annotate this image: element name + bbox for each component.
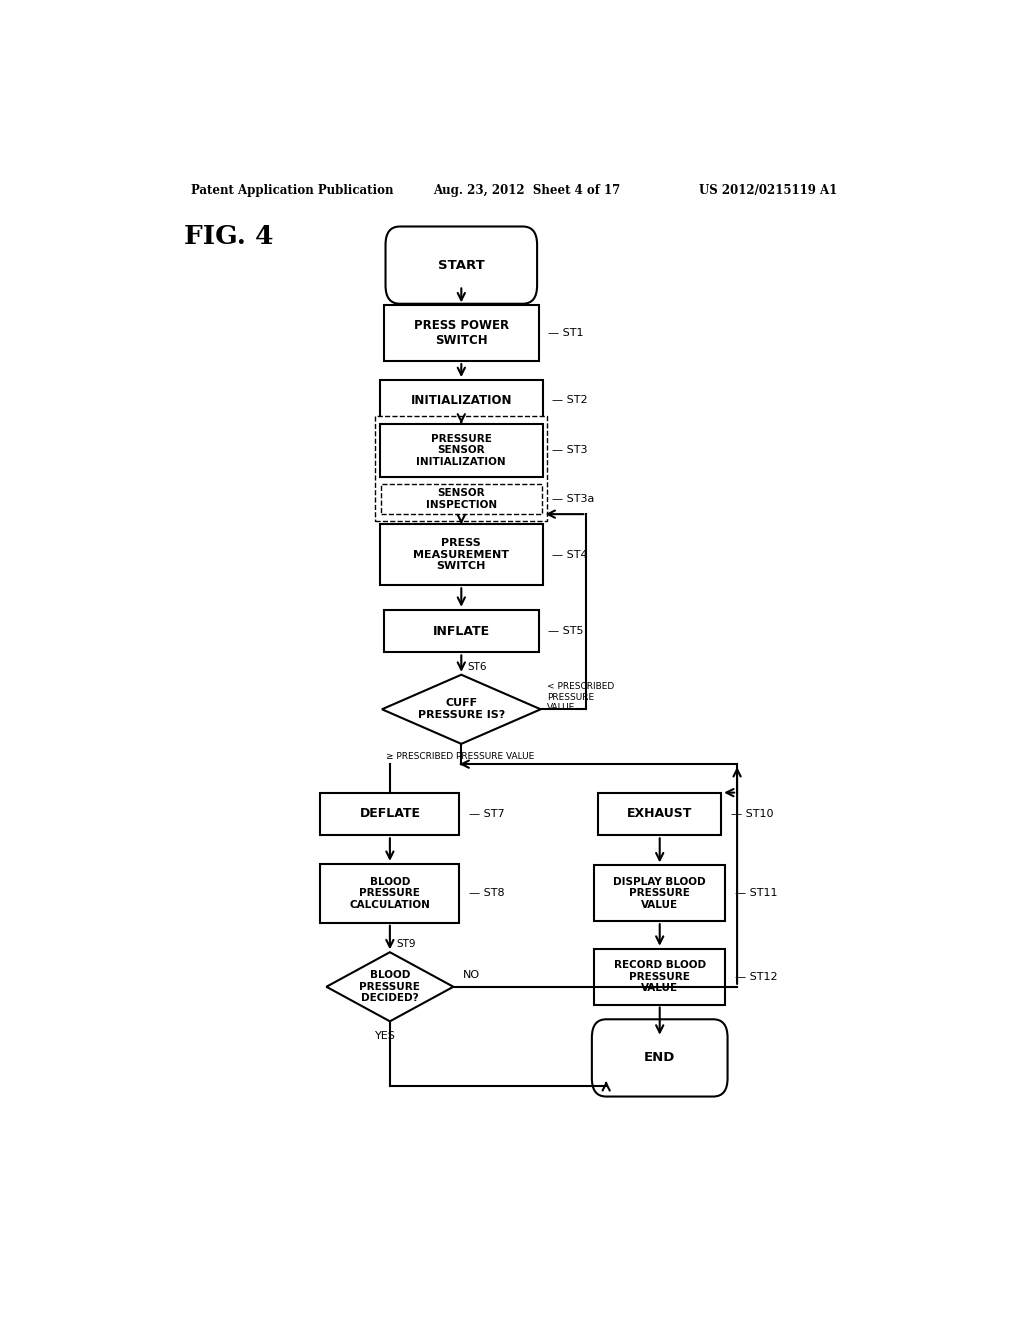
Text: FIG. 4: FIG. 4 <box>183 224 273 249</box>
Text: — ST8: — ST8 <box>469 888 505 898</box>
Text: ≥ PRESCRIBED PRESSURE VALUE: ≥ PRESCRIBED PRESSURE VALUE <box>386 752 535 760</box>
Text: — ST2: — ST2 <box>552 395 588 405</box>
Text: BLOOD
PRESSURE
CALCULATION: BLOOD PRESSURE CALCULATION <box>349 876 430 909</box>
FancyBboxPatch shape <box>385 227 538 304</box>
Bar <box>375 416 548 521</box>
Text: DISPLAY BLOOD
PRESSURE
VALUE: DISPLAY BLOOD PRESSURE VALUE <box>613 876 706 909</box>
Text: INFLATE: INFLATE <box>433 624 489 638</box>
Text: INITIALIZATION: INITIALIZATION <box>411 393 512 407</box>
Polygon shape <box>382 675 541 744</box>
Bar <box>321 863 460 923</box>
Text: — ST3: — ST3 <box>552 445 588 455</box>
Bar <box>594 866 725 921</box>
Bar <box>380 524 543 585</box>
FancyBboxPatch shape <box>592 1019 728 1097</box>
Text: PRESS POWER
SWITCH: PRESS POWER SWITCH <box>414 319 509 347</box>
Text: ST9: ST9 <box>396 939 416 949</box>
Text: — ST1: — ST1 <box>548 329 584 338</box>
Bar <box>380 424 543 477</box>
Text: — ST10: — ST10 <box>731 809 773 818</box>
Text: US 2012/0215119 A1: US 2012/0215119 A1 <box>699 183 838 197</box>
Text: CUFF
PRESSURE IS?: CUFF PRESSURE IS? <box>418 698 505 721</box>
Text: DEFLATE: DEFLATE <box>359 808 421 821</box>
Text: BLOOD
PRESSURE
DECIDED?: BLOOD PRESSURE DECIDED? <box>359 970 420 1003</box>
Polygon shape <box>327 952 454 1022</box>
Text: — ST11: — ST11 <box>734 888 777 898</box>
Text: Patent Application Publication: Patent Application Publication <box>191 183 394 197</box>
Text: — ST3a: — ST3a <box>552 494 595 504</box>
Text: END: END <box>644 1052 676 1064</box>
Text: < PRESCRIBED
PRESSURE
VALUE: < PRESCRIBED PRESSURE VALUE <box>547 682 614 711</box>
Text: — ST7: — ST7 <box>469 809 505 818</box>
Bar <box>321 792 460 836</box>
Text: EXHAUST: EXHAUST <box>627 808 692 821</box>
Text: ST6: ST6 <box>468 661 487 672</box>
Text: SENSOR
INSPECTION: SENSOR INSPECTION <box>426 488 497 510</box>
Text: NO: NO <box>463 970 480 979</box>
Text: YES: YES <box>376 1031 396 1041</box>
Text: RECORD BLOOD
PRESSURE
VALUE: RECORD BLOOD PRESSURE VALUE <box>613 960 706 993</box>
Bar <box>598 792 721 836</box>
Bar <box>381 483 542 515</box>
Text: — ST5: — ST5 <box>548 626 584 636</box>
Text: — ST12: — ST12 <box>734 972 777 982</box>
Bar <box>594 949 725 1005</box>
Bar <box>384 305 539 362</box>
Bar <box>384 610 539 652</box>
Text: — ST4: — ST4 <box>552 550 588 560</box>
Text: PRESS
MEASUREMENT
SWITCH: PRESS MEASUREMENT SWITCH <box>414 539 509 572</box>
Text: START: START <box>438 259 484 272</box>
Bar <box>380 380 543 421</box>
Text: Aug. 23, 2012  Sheet 4 of 17: Aug. 23, 2012 Sheet 4 of 17 <box>433 183 621 197</box>
Text: PRESSURE
SENSOR
INITIALIZATION: PRESSURE SENSOR INITIALIZATION <box>417 433 506 467</box>
